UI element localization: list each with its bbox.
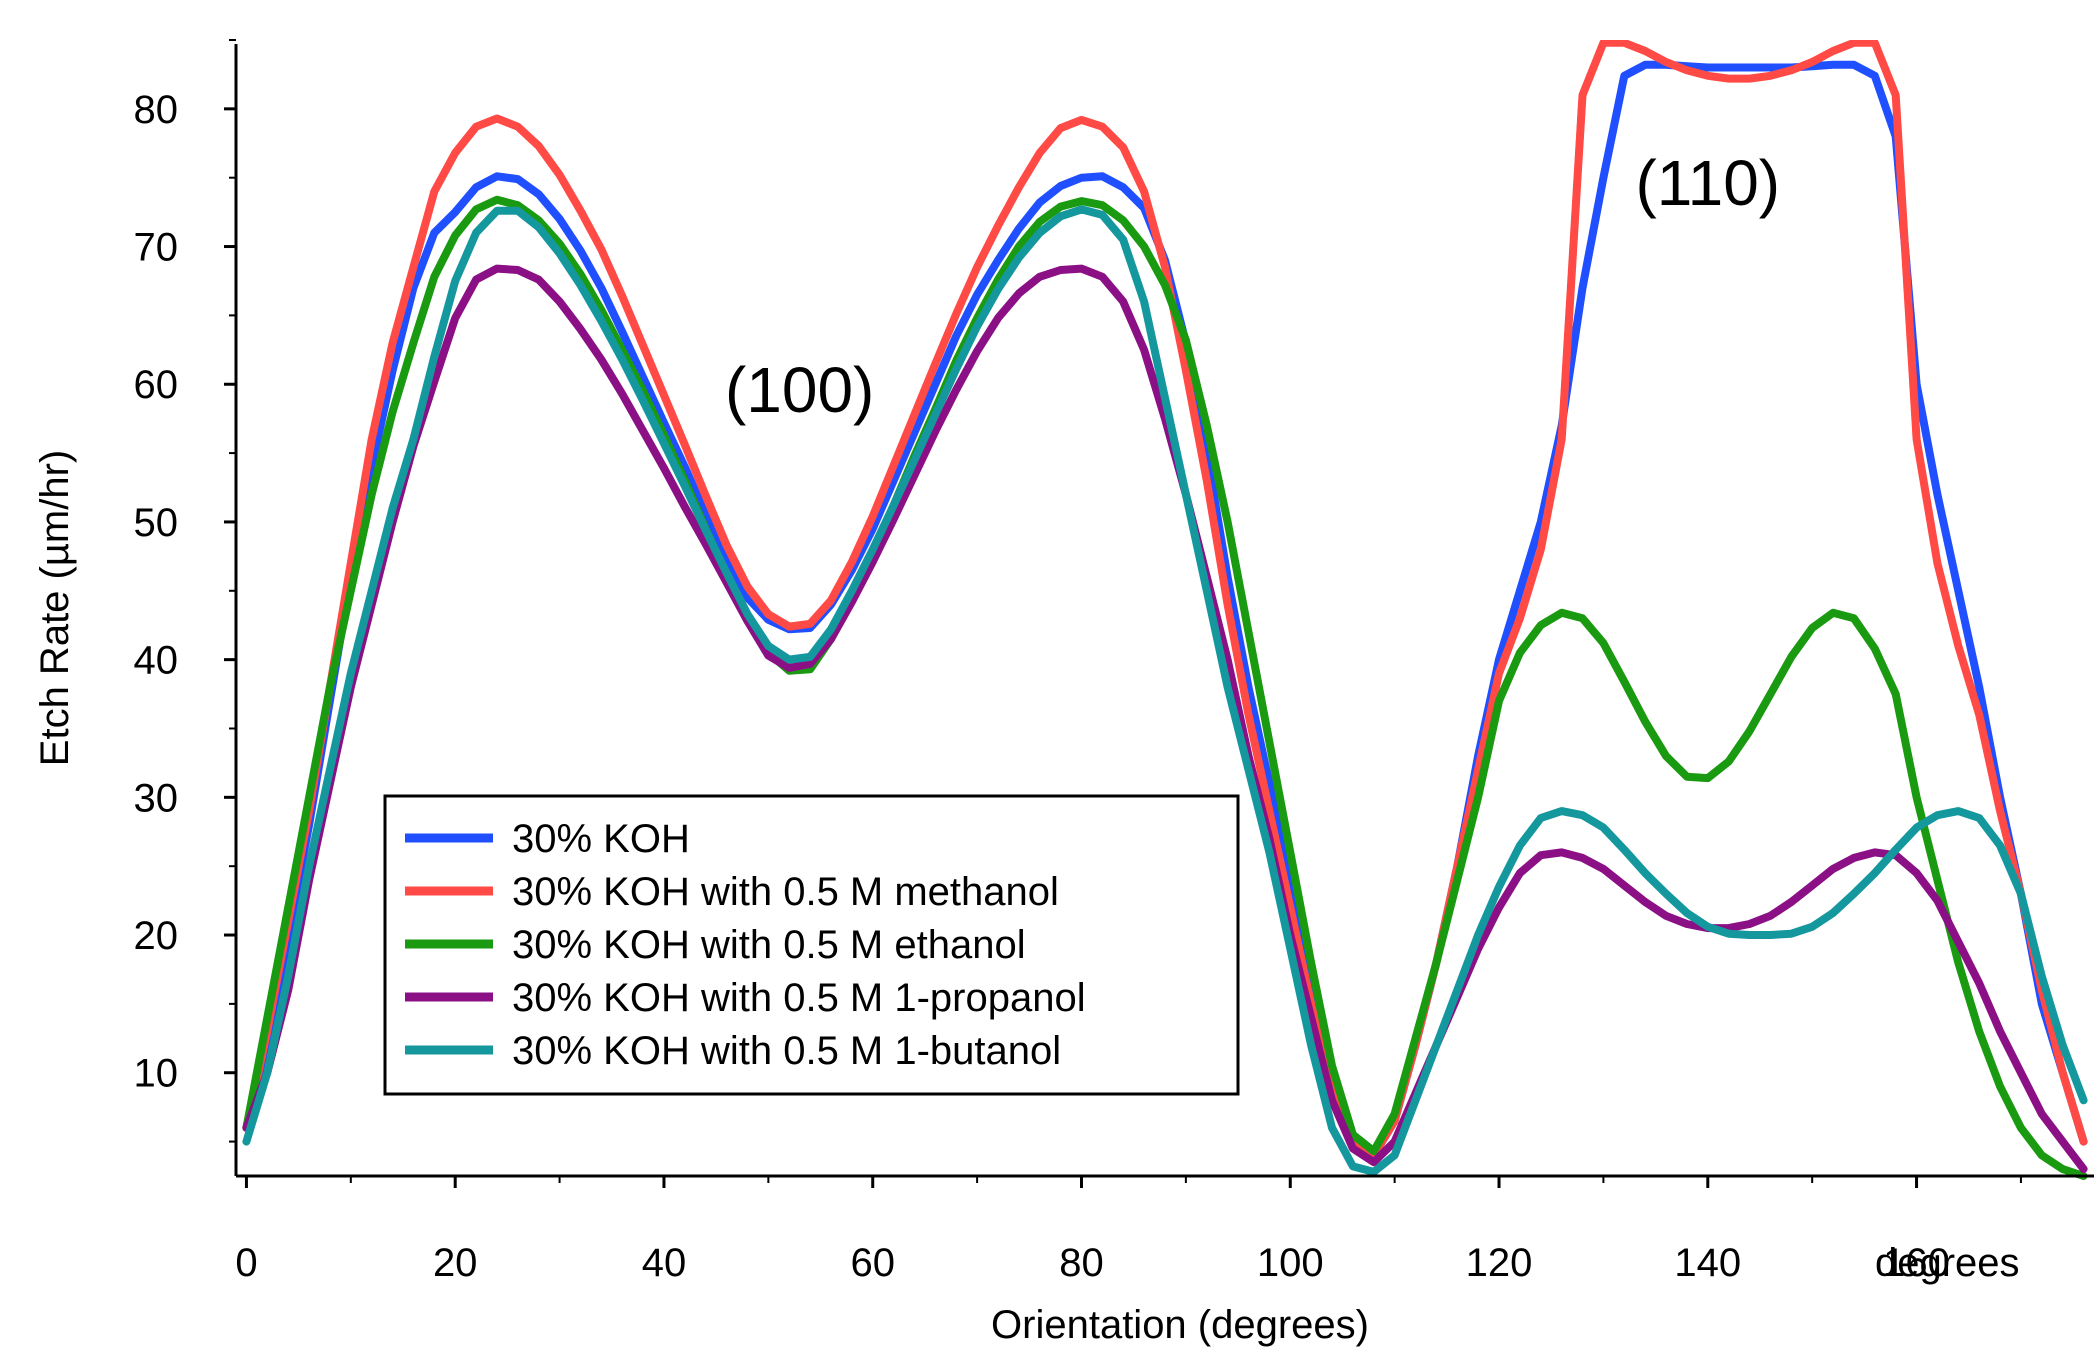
- annotations: (100) (110): [725, 147, 1780, 426]
- x-tick-label: 100: [1257, 1241, 1324, 1285]
- series-line-5: [242, 205, 2088, 1176]
- legend-label: 30% KOH with 0.5 M methanol: [512, 870, 1059, 914]
- legend-box: [383, 794, 1240, 1096]
- series-line-2: [242, 40, 2088, 1160]
- legend-label: 30% KOH with 0.5 M 1-propanol: [512, 976, 1086, 1020]
- x-axis-title: Orientation (degrees): [991, 1303, 1369, 1347]
- x-tick-label: 0: [235, 1241, 257, 1285]
- y-tick-label: 30: [134, 776, 179, 820]
- axes: [234, 44, 2094, 1178]
- series-layer: [242, 40, 2088, 1180]
- legend-label: 30% KOH: [512, 817, 690, 861]
- series-line-4: [242, 264, 2088, 1174]
- x-tick-label: 60: [850, 1241, 895, 1285]
- legend-items: 30% KOH 30% KOH with 0.5 M methanol 30% KO…: [405, 817, 1086, 1073]
- x-tick-label: 140: [1674, 1241, 1741, 1285]
- annotation-label: (100): [725, 354, 874, 426]
- x-tick-label: 120: [1466, 1241, 1533, 1285]
- y-axis-ticks: 10 20 30 40 50 60 70 80: [134, 39, 236, 1143]
- series-line-3: [242, 195, 2088, 1180]
- legend: 30% KOH 30% KOH with 0.5 M methanol 30% KO…: [383, 794, 1240, 1096]
- y-tick-label: 10: [134, 1052, 179, 1096]
- x-tick-label: 20: [433, 1241, 478, 1285]
- y-tick-label: 60: [134, 363, 179, 407]
- x-tick-label: 160: [1883, 1241, 1950, 1285]
- y-axis-title: Etch Rate (µm/hr): [33, 450, 77, 766]
- x-tick-label: 40: [642, 1241, 687, 1285]
- x-axis-unit-label: degrees: [1875, 1241, 2020, 1285]
- y-tick-label: 40: [134, 639, 179, 683]
- legend-label: 30% KOH with 0.5 M 1-butanol: [512, 1029, 1061, 1073]
- annotation-label: (110): [1635, 147, 1780, 219]
- y-tick-label: 70: [134, 226, 179, 270]
- y-tick-label: 50: [134, 501, 179, 545]
- legend-label: 30% KOH with 0.5 M ethanol: [512, 923, 1026, 967]
- y-tick-label: 80: [134, 88, 179, 132]
- x-tick-label: 80: [1059, 1241, 1104, 1285]
- y-tick-label: 20: [134, 914, 179, 958]
- x-axis-ticks: 0 20 40 60 80 100 120 140 160: [235, 1176, 2022, 1285]
